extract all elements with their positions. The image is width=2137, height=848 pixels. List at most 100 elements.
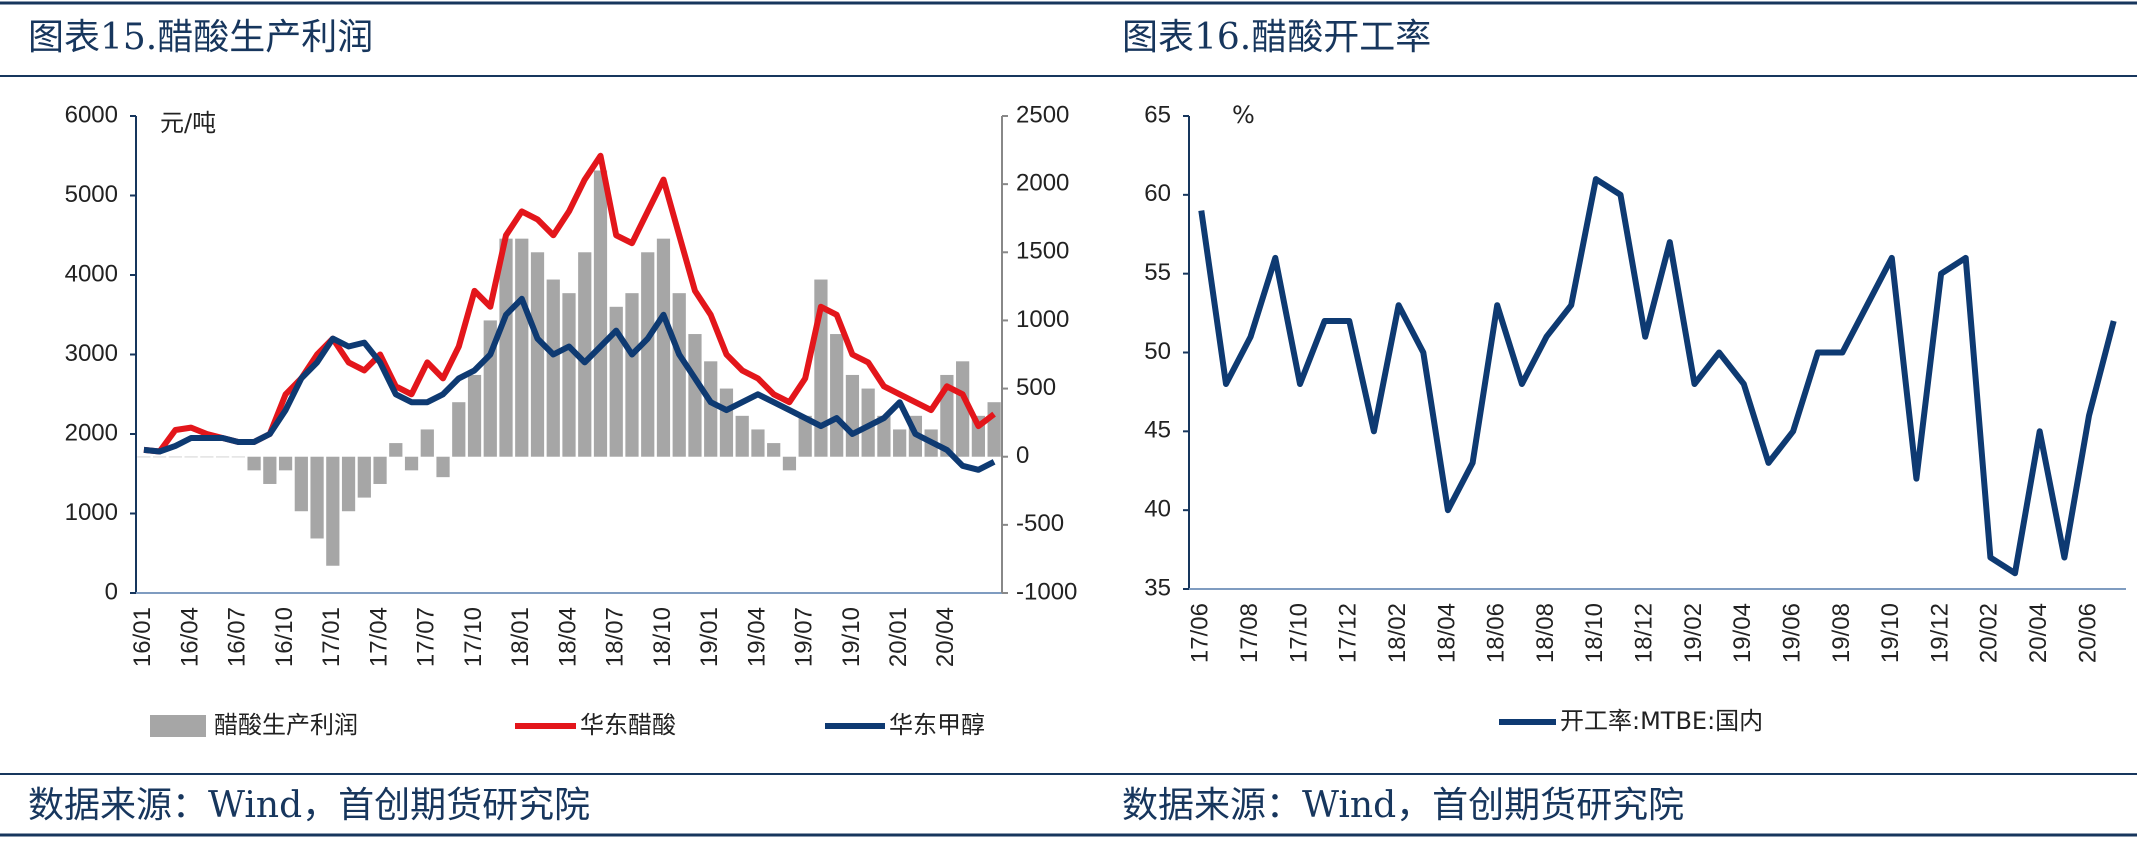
- x-tick-label: 18/07: [602, 607, 629, 667]
- legend-label: 华东甲醇: [889, 711, 985, 739]
- y-tick-label: 5000: [65, 181, 118, 208]
- y2-tick-label: 1500: [1016, 238, 1069, 265]
- bar: [877, 415, 891, 457]
- x-tick-label: 17/10: [1285, 603, 1312, 663]
- y2-tick-label: 2500: [1016, 101, 1069, 128]
- bar: [215, 456, 230, 458]
- bar: [861, 388, 875, 457]
- x-tick-label: 17/01: [318, 607, 345, 667]
- bar: [845, 374, 860, 457]
- bar: [751, 429, 765, 457]
- x-tick-label: 18/02: [1384, 603, 1411, 663]
- x-tick-label: 18/10: [649, 607, 676, 667]
- bar: [247, 456, 261, 471]
- bar: [263, 456, 277, 484]
- bar: [688, 334, 702, 457]
- legend-label: 开工率:MTBE:国内: [1560, 707, 1763, 735]
- bar: [436, 456, 450, 478]
- y2-tick-label: 1000: [1016, 306, 1069, 333]
- y-tick-label: 2000: [65, 419, 118, 446]
- x-tick-label: 20/04: [2025, 603, 2052, 663]
- x-tick-label: 19/10: [838, 607, 865, 667]
- bar: [798, 415, 812, 457]
- x-tick-label: 18/06: [1483, 603, 1510, 663]
- panel-source: 数据来源：Wind，首创期货研究院: [28, 785, 590, 826]
- y2-tick-label: 2000: [1016, 169, 1069, 196]
- x-tick-label: 18/12: [1631, 603, 1658, 663]
- bar: [137, 456, 151, 458]
- line-series: [1198, 176, 2117, 577]
- x-tick-label: 18/10: [1581, 603, 1608, 663]
- bar: [893, 429, 907, 457]
- y-tick-label: 45: [1144, 417, 1171, 444]
- x-tick-label: 17/08: [1236, 603, 1263, 663]
- bar: [609, 306, 623, 457]
- bar: [515, 238, 529, 457]
- y-tick-label: 65: [1144, 101, 1171, 128]
- y-unit-label: 元/吨: [160, 109, 216, 137]
- bar: [326, 456, 340, 566]
- bar: [546, 279, 560, 457]
- bar: [389, 443, 403, 457]
- legend-label: 华东醋酸: [580, 711, 676, 739]
- bar: [593, 170, 608, 457]
- x-tick-label: 20/06: [2074, 603, 2101, 663]
- x-tick-label: 20/02: [1976, 603, 2003, 663]
- x-tick-label: 18/01: [507, 607, 534, 667]
- y-tick-label: 1000: [65, 499, 118, 526]
- x-tick-label: 20/04: [932, 607, 959, 667]
- legend-label: 醋酸生产利润: [214, 711, 358, 739]
- bar: [153, 456, 167, 458]
- y-unit-label: %: [1232, 101, 1255, 129]
- y2-tick-label: 500: [1016, 374, 1056, 401]
- x-tick-label: 17/04: [365, 607, 392, 667]
- x-tick-label: 19/01: [696, 607, 723, 667]
- y-tick-label: 40: [1144, 496, 1171, 523]
- bar: [656, 238, 671, 457]
- legend-swatch: [150, 715, 206, 737]
- bar: [231, 456, 245, 458]
- bar: [184, 456, 198, 458]
- bar: [672, 293, 686, 457]
- bar: [735, 415, 749, 457]
- bar: [310, 456, 324, 539]
- bar: [200, 456, 214, 458]
- y-tick-label: 35: [1144, 574, 1171, 601]
- y-tick-label: 55: [1144, 259, 1171, 286]
- bar: [168, 456, 182, 458]
- y-tick-label: 60: [1144, 180, 1171, 207]
- panel-source: 数据来源：Wind，首创期货研究院: [1122, 785, 1684, 826]
- bar: [278, 456, 293, 471]
- x-tick-label: 19/02: [1680, 603, 1707, 663]
- bar: [420, 429, 434, 457]
- x-tick-label: 16/07: [224, 607, 251, 667]
- bar: [625, 293, 639, 457]
- bar: [956, 361, 970, 457]
- x-tick-label: 17/06: [1187, 603, 1214, 663]
- y2-tick-label: 0: [1016, 442, 1029, 469]
- bar: [782, 456, 797, 471]
- x-tick-label: 19/10: [1877, 603, 1904, 663]
- y2-tick-label: -1000: [1016, 578, 1077, 605]
- bar: [562, 293, 576, 457]
- bar: [704, 361, 718, 457]
- bar: [452, 402, 466, 457]
- bar: [830, 334, 844, 457]
- bar: [294, 456, 308, 512]
- bar: [467, 374, 482, 457]
- x-tick-label: 19/06: [1778, 603, 1805, 663]
- x-tick-label: 17/12: [1335, 603, 1362, 663]
- y-tick-label: 4000: [65, 260, 118, 287]
- bar: [578, 252, 592, 457]
- x-tick-label: 19/04: [743, 607, 770, 667]
- bar: [987, 402, 1001, 457]
- x-tick-label: 19/07: [791, 607, 818, 667]
- y2-tick-label: -500: [1016, 510, 1064, 537]
- bar: [373, 456, 387, 484]
- bar: [357, 456, 371, 498]
- x-tick-label: 17/07: [413, 607, 440, 667]
- x-tick-label: 19/08: [1828, 603, 1855, 663]
- x-tick-label: 19/04: [1729, 603, 1756, 663]
- x-tick-label: 18/04: [554, 607, 581, 667]
